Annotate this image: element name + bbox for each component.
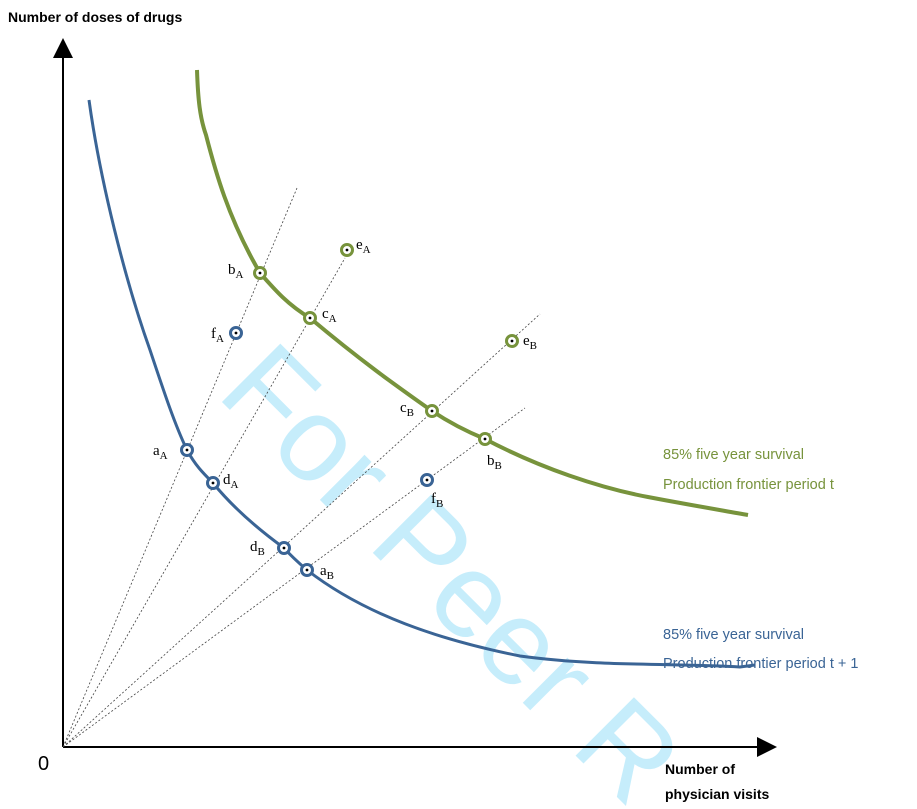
point-cB-label-main: c (400, 400, 407, 416)
point-bA-center (258, 271, 262, 275)
point-bA-label-main: b (228, 262, 236, 278)
point-eA-label-sub: A (363, 244, 371, 256)
point-bB-label-sub: B (495, 460, 502, 472)
rays (62, 187, 541, 748)
point-dB-label: dB (250, 539, 265, 558)
point-dA-center (211, 481, 215, 485)
ray-3 (62, 313, 541, 748)
point-eA-center (345, 248, 349, 252)
point-eB-center (510, 339, 514, 343)
point-eA-label-main: e (356, 237, 363, 253)
point-fA-center (234, 331, 238, 335)
point-dB-label-sub: B (258, 546, 265, 558)
point-fB-label-main: f (431, 491, 436, 507)
caption-period-t1-line1: 85% five year survival (663, 627, 804, 643)
caption-period-t-line2: Production frontier period t (663, 477, 834, 493)
point-aA-label: aA (153, 443, 168, 462)
point-cB-label-sub: B (407, 407, 414, 419)
point-bB: bB (478, 432, 502, 472)
point-eB-label: eB (523, 333, 537, 352)
point-cB: cB (400, 400, 439, 419)
origin-label: 0 (38, 753, 49, 775)
point-bB-center (483, 437, 487, 441)
point-dA: dA (206, 472, 239, 491)
point-dB: dB (250, 539, 291, 558)
point-fB-label-sub: B (436, 498, 443, 510)
point-aB-center (305, 568, 309, 572)
point-fA-label: fA (211, 326, 224, 345)
point-eB-label-main: e (523, 333, 530, 349)
point-fB: fB (420, 473, 443, 510)
point-fA: fA (211, 326, 243, 345)
point-cA-center (308, 316, 312, 320)
point-aA: aA (153, 443, 194, 462)
point-fA-label-sub: A (216, 333, 224, 345)
point-aB-label-main: a (320, 563, 327, 579)
frontier-period-t1-curve (87, 99, 756, 669)
point-bB-label-main: b (487, 453, 495, 469)
point-eA: eA (340, 237, 371, 257)
point-bA-label: bA (228, 262, 244, 281)
point-aB-label: aB (320, 563, 334, 582)
point-dB-center (282, 546, 286, 550)
point-aB: aB (300, 563, 334, 582)
point-aA-center (185, 448, 189, 452)
point-bB-label: bB (487, 453, 502, 472)
point-dA-label-main: d (223, 472, 231, 488)
x-axis-title-line2: physician visits (665, 786, 769, 802)
point-fB-center (425, 478, 429, 482)
ray-4 (62, 407, 526, 748)
point-bA: bA (228, 262, 267, 281)
point-fB-label: fB (431, 491, 443, 510)
point-aA-label-sub: A (160, 450, 168, 462)
point-cA-label-sub: A (329, 313, 337, 325)
point-aA-label-main: a (153, 443, 160, 459)
point-cA-label-main: c (322, 306, 329, 322)
ray-1 (62, 187, 298, 748)
point-eA-label: eA (356, 237, 371, 256)
watermark-text: For Peer R (197, 319, 707, 809)
caption-period-t1-line2: Production frontier period t + 1 (663, 656, 858, 672)
point-bA-label-sub: A (236, 269, 244, 281)
y-axis-title: Number of doses of drugs (8, 9, 182, 25)
point-cA: cA (303, 306, 337, 325)
point-dA-label: dA (223, 472, 239, 491)
point-cB-label: cB (400, 400, 414, 419)
frontier-period-t-curve (195, 69, 749, 517)
point-fA-label-main: f (211, 326, 216, 342)
caption-period-t-line1: 85% five year survival (663, 447, 804, 463)
point-eB-label-sub: B (530, 340, 537, 352)
x-axis-title-line1: Number of (665, 761, 735, 777)
point-eB: eB (505, 333, 537, 352)
point-cA-label: cA (322, 306, 337, 325)
point-dA-label-sub: A (231, 479, 239, 491)
point-aB-label-sub: B (327, 570, 334, 582)
point-cB-center (430, 409, 434, 413)
point-dB-label-main: d (250, 539, 258, 555)
